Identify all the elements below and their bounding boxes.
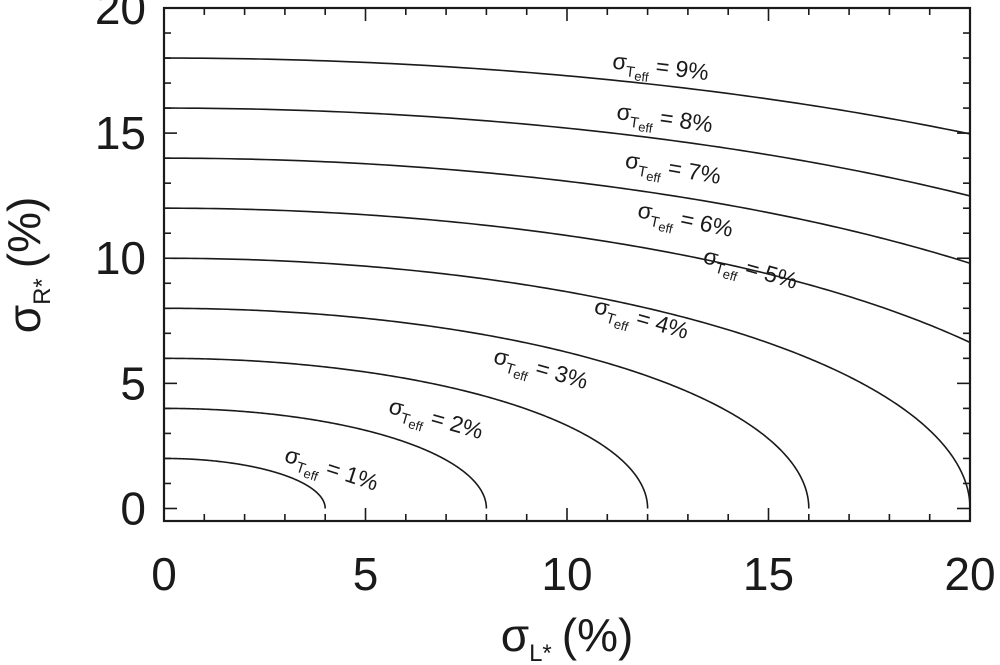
contour-label-8: σTeff = 8% xyxy=(614,98,714,144)
y-tick-label-20: 20 xyxy=(95,0,146,34)
y-tick-label-5: 5 xyxy=(120,357,146,409)
y-tick-label-10: 10 xyxy=(95,232,146,284)
tick-labels: 0 5 10 15 20 0 5 10 15 20 xyxy=(95,0,996,600)
y-axis-subscript: R* xyxy=(29,278,56,305)
x-axis-title: σL* (%) xyxy=(501,609,634,665)
y-axis-unit: (%) xyxy=(0,197,50,269)
y-axis-title: σR* (%) xyxy=(0,197,56,334)
y-tick-label-15: 15 xyxy=(95,107,146,159)
contour-line-3 xyxy=(164,357,649,509)
contour-line-2 xyxy=(164,407,488,509)
x-tick-label-5: 5 xyxy=(353,548,379,600)
contour-line-8 xyxy=(164,107,970,197)
contour-label-3: σTeff = 3% xyxy=(489,342,591,400)
x-axis-subscript: L* xyxy=(529,640,552,665)
contour-lines xyxy=(164,57,970,509)
y-axis-symbol: σ xyxy=(0,305,50,333)
x-axis-symbol: σ xyxy=(501,609,529,661)
contour-line-1 xyxy=(164,457,326,509)
contour-label-2: σTeff = 2% xyxy=(384,392,486,450)
contour-label-1: σTeff = 1% xyxy=(280,441,382,502)
axis-ticks xyxy=(163,7,971,521)
x-tick-label-15: 15 xyxy=(743,548,794,600)
x-tick-label-10: 10 xyxy=(541,548,592,600)
contour-labels: σTeff = 1%σTeff = 2%σTeff = 3%σTeff = 4%σTef… xyxy=(280,48,801,502)
contour-line-7 xyxy=(164,157,970,265)
contour-label-7: σTeff = 7% xyxy=(622,147,723,196)
x-tick-label-20: 20 xyxy=(944,548,995,600)
contour-line-9 xyxy=(164,57,970,135)
contour-label-5: σTeff = 5% xyxy=(699,242,801,300)
plot-frame xyxy=(162,6,972,523)
x-tick-label-0: 0 xyxy=(151,548,177,600)
contour-line-5 xyxy=(164,257,970,509)
contour-label-9: σTeff = 9% xyxy=(610,48,710,93)
y-tick-label-0: 0 xyxy=(120,482,146,534)
x-axis-unit: (%) xyxy=(562,609,634,661)
contour-line-4 xyxy=(164,307,810,509)
contour-label-4: σTeff = 4% xyxy=(590,292,692,350)
contour-line-6 xyxy=(164,207,970,344)
